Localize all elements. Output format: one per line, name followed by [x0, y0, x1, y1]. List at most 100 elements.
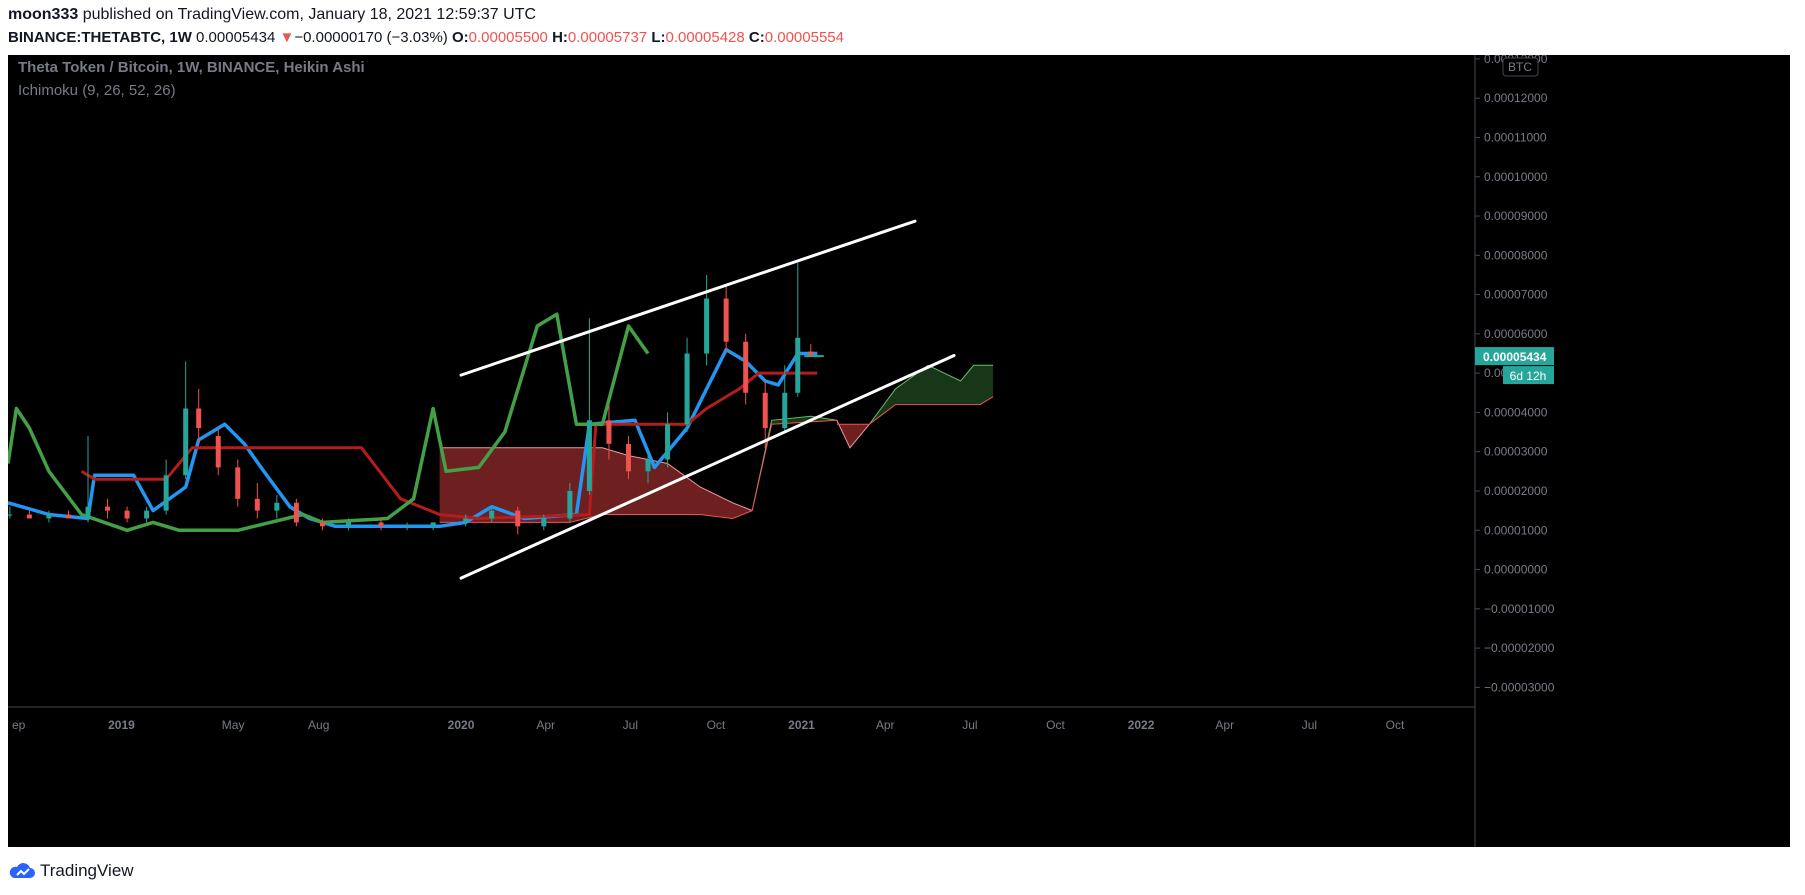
lagging-span — [8, 312, 650, 533]
x-tick-label: Apr — [536, 718, 555, 732]
candle-body — [254, 498, 260, 511]
candle-body — [743, 341, 749, 393]
trendlines[interactable] — [459, 219, 956, 580]
y-tick-label: 0.00010000 — [1484, 170, 1548, 184]
candle-body — [645, 459, 651, 472]
candle-body — [319, 522, 325, 527]
price-axis[interactable]: 0.000130000.000120000.000110000.00010000… — [804, 55, 1555, 694]
candle-body — [235, 467, 241, 499]
chart-area[interactable]: 0.000130000.000120000.000110000.00010000… — [8, 55, 1790, 847]
y-tick-label: 0.00009000 — [1484, 209, 1548, 223]
y-tick-label: 0.00004000 — [1484, 405, 1548, 419]
chart-svg[interactable]: 0.000130000.000120000.000110000.00010000… — [8, 55, 1790, 847]
candle-body — [215, 435, 221, 468]
tradingview-logo[interactable]: TradingView — [8, 861, 134, 881]
chart-legend-title[interactable]: Theta Token / Bitcoin, 1W, BINANCE, Heik… — [18, 59, 365, 76]
y-tick-label: 0.00002000 — [1484, 484, 1548, 498]
candle-body — [183, 408, 189, 476]
y-tick-label: −0.00003000 — [1484, 680, 1555, 694]
time-axis[interactable]: ep 2019 May Aug 2020 Apr Jul Oct 2021 Apr Jul Oct 20… — [12, 718, 1405, 732]
indicator-legend[interactable]: Ichimoku (9, 26, 52, 26) — [18, 82, 176, 99]
close-value: 0.00005554 — [764, 29, 844, 46]
low-label: L: — [651, 29, 666, 46]
candle-body — [163, 475, 169, 511]
last-price-tag-label: 0.00005434 — [1483, 350, 1547, 364]
x-tick-label: Jul — [1302, 718, 1317, 732]
y-tick-label: 0.00012000 — [1484, 91, 1548, 105]
candle-body — [723, 298, 729, 342]
x-tick-label: 2020 — [448, 718, 475, 732]
x-tick-label: Apr — [1215, 718, 1234, 732]
y-tick-label: −0.00002000 — [1484, 641, 1555, 655]
candle-body — [704, 298, 710, 354]
candle-body — [85, 506, 91, 519]
open-label: O: — [451, 29, 469, 46]
candle-body — [541, 518, 547, 527]
x-tick-label: Oct — [1386, 718, 1405, 732]
currency-badge — [1502, 57, 1539, 77]
leading-span-a-3 — [868, 364, 994, 425]
published-text: published on TradingView.com, January 18… — [82, 6, 537, 23]
y-tick-label: 0.00006000 — [1484, 327, 1548, 341]
candle-body — [684, 353, 690, 425]
x-tick-label: May — [222, 718, 245, 732]
y-tick-label: 0.00008000 — [1484, 248, 1548, 262]
candle-body — [274, 502, 280, 511]
candle-body — [293, 502, 299, 523]
x-tick-label: Jul — [623, 718, 638, 732]
candle-body — [378, 522, 384, 527]
cloud-segment-0 — [439, 447, 753, 523]
candle-body — [489, 510, 495, 519]
y-tick-label: −0.00001000 — [1484, 602, 1555, 616]
candle-body — [404, 526, 410, 528]
cloud-segment-3 — [869, 365, 994, 425]
candle-body — [430, 522, 436, 527]
publish-info: moon333 published on TradingView.com, Ja… — [8, 6, 536, 24]
candle-body — [8, 514, 13, 516]
candle-body — [762, 392, 768, 429]
symbol-ohlc-bar: BINANCE:THETABTC, 1W 0.00005434 ▼−0.0000… — [8, 29, 844, 46]
leading-span-b-3 — [869, 396, 994, 425]
x-tick-label: ep — [12, 718, 26, 732]
x-tick-label: 2019 — [108, 718, 135, 732]
candle-body — [515, 510, 521, 527]
candle-body — [26, 514, 32, 519]
leading-span-a-2 — [836, 420, 870, 449]
currency-label: BTC — [1508, 60, 1532, 74]
candle-body — [567, 490, 573, 519]
countdown-tag — [1503, 366, 1554, 385]
x-tick-label: 2021 — [788, 718, 815, 732]
y-tick-label: 0.00000000 — [1484, 563, 1548, 577]
change-down-icon: ▼ — [279, 29, 295, 46]
candle-body — [124, 510, 130, 519]
candle-body — [144, 510, 150, 519]
high-label: H: — [552, 29, 568, 46]
last-price: 0.00005434 — [196, 29, 276, 46]
x-tick-label: Jul — [962, 718, 977, 732]
author-name[interactable]: moon333 — [8, 6, 79, 23]
symbol-label: BINANCE:THETABTC, 1W — [8, 29, 192, 46]
candle-body — [65, 514, 71, 519]
x-tick-label: Aug — [308, 718, 329, 732]
x-tick-label: 2022 — [1128, 718, 1155, 732]
countdown-label: 6d 12h — [1510, 369, 1547, 383]
candle-body — [606, 420, 612, 444]
base-line — [80, 371, 818, 520]
low-value: 0.00005428 — [665, 29, 745, 46]
candle-body — [782, 392, 788, 429]
candle-body — [586, 420, 592, 491]
y-tick-label: 0.00011000 — [1484, 130, 1547, 144]
x-tick-label: Oct — [707, 718, 726, 732]
last-price-tag — [1475, 347, 1554, 366]
leading-span-b-0 — [439, 510, 753, 523]
cloud-logo-icon — [9, 863, 35, 878]
open-value: 0.00005500 — [468, 29, 548, 46]
cloud-segment-2 — [836, 420, 870, 448]
y-tick-label: 0.00001000 — [1484, 523, 1548, 537]
candles — [8, 263, 814, 535]
axis-frame — [8, 55, 1476, 847]
channel-trendline-1[interactable] — [459, 353, 956, 580]
channel-trendline-0[interactable] — [459, 219, 917, 377]
high-value: 0.00005737 — [567, 29, 648, 46]
x-tick-label: Oct — [1046, 718, 1065, 732]
